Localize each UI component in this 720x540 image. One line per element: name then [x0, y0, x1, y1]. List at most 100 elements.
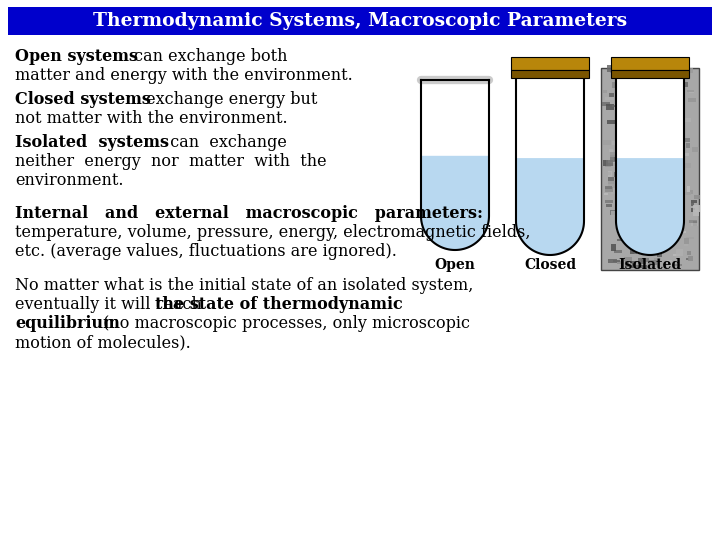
- FancyBboxPatch shape: [615, 193, 624, 199]
- FancyBboxPatch shape: [683, 163, 691, 168]
- FancyBboxPatch shape: [636, 266, 644, 268]
- Text: Closed: Closed: [524, 258, 576, 272]
- FancyBboxPatch shape: [633, 251, 636, 254]
- FancyBboxPatch shape: [615, 201, 622, 205]
- FancyBboxPatch shape: [603, 140, 611, 145]
- Text: equilibrium: equilibrium: [15, 315, 120, 332]
- FancyBboxPatch shape: [685, 237, 694, 239]
- Text: not matter with the environment.: not matter with the environment.: [15, 110, 287, 127]
- FancyBboxPatch shape: [606, 97, 614, 100]
- Text: Isolated: Isolated: [618, 258, 682, 272]
- FancyBboxPatch shape: [649, 265, 654, 267]
- FancyBboxPatch shape: [614, 74, 621, 77]
- FancyBboxPatch shape: [688, 98, 696, 102]
- FancyBboxPatch shape: [687, 186, 690, 192]
- FancyBboxPatch shape: [641, 258, 649, 262]
- FancyBboxPatch shape: [608, 163, 616, 166]
- FancyBboxPatch shape: [614, 249, 623, 253]
- FancyBboxPatch shape: [688, 213, 696, 216]
- FancyBboxPatch shape: [609, 148, 613, 152]
- FancyBboxPatch shape: [611, 132, 618, 138]
- FancyBboxPatch shape: [617, 171, 620, 175]
- FancyBboxPatch shape: [693, 205, 700, 212]
- FancyBboxPatch shape: [693, 221, 697, 226]
- FancyBboxPatch shape: [606, 204, 612, 207]
- FancyBboxPatch shape: [511, 57, 589, 70]
- Text: motion of molecules).: motion of molecules).: [15, 334, 191, 351]
- FancyBboxPatch shape: [614, 157, 622, 161]
- Text: environment.: environment.: [15, 172, 124, 189]
- FancyBboxPatch shape: [616, 86, 621, 90]
- FancyBboxPatch shape: [683, 138, 690, 142]
- FancyBboxPatch shape: [686, 68, 693, 73]
- Polygon shape: [516, 159, 584, 255]
- FancyBboxPatch shape: [607, 120, 615, 124]
- FancyBboxPatch shape: [605, 200, 613, 204]
- FancyBboxPatch shape: [608, 172, 611, 176]
- FancyBboxPatch shape: [618, 113, 621, 119]
- FancyBboxPatch shape: [674, 264, 682, 266]
- FancyBboxPatch shape: [691, 223, 698, 226]
- FancyBboxPatch shape: [608, 171, 612, 177]
- Text: eventually it will reach: eventually it will reach: [15, 296, 207, 313]
- Text: can exchange both: can exchange both: [129, 48, 287, 65]
- Polygon shape: [516, 70, 584, 255]
- FancyBboxPatch shape: [686, 258, 690, 260]
- Text: Isolated  systems: Isolated systems: [15, 134, 169, 151]
- FancyBboxPatch shape: [630, 251, 634, 254]
- FancyBboxPatch shape: [606, 160, 611, 167]
- Text: can  exchange: can exchange: [160, 134, 287, 151]
- FancyBboxPatch shape: [613, 82, 620, 88]
- FancyBboxPatch shape: [608, 93, 613, 97]
- FancyBboxPatch shape: [618, 211, 626, 213]
- FancyBboxPatch shape: [683, 82, 688, 87]
- FancyBboxPatch shape: [610, 210, 617, 215]
- FancyBboxPatch shape: [611, 71, 614, 73]
- FancyBboxPatch shape: [8, 7, 712, 35]
- FancyBboxPatch shape: [608, 181, 616, 187]
- FancyBboxPatch shape: [667, 260, 672, 267]
- FancyBboxPatch shape: [672, 254, 680, 256]
- FancyBboxPatch shape: [605, 186, 611, 189]
- Text: No matter what is the initial state of an isolated system,: No matter what is the initial state of a…: [15, 277, 473, 294]
- FancyBboxPatch shape: [692, 147, 698, 152]
- FancyBboxPatch shape: [604, 193, 608, 195]
- FancyBboxPatch shape: [683, 231, 686, 233]
- FancyBboxPatch shape: [687, 251, 690, 255]
- FancyBboxPatch shape: [657, 254, 662, 257]
- FancyBboxPatch shape: [607, 65, 616, 72]
- FancyBboxPatch shape: [613, 162, 616, 167]
- FancyBboxPatch shape: [615, 179, 622, 181]
- FancyBboxPatch shape: [654, 259, 661, 261]
- FancyBboxPatch shape: [685, 118, 691, 122]
- FancyBboxPatch shape: [676, 249, 683, 256]
- FancyBboxPatch shape: [685, 238, 688, 244]
- Polygon shape: [421, 80, 489, 250]
- FancyBboxPatch shape: [629, 251, 637, 254]
- FancyBboxPatch shape: [610, 152, 618, 157]
- FancyBboxPatch shape: [611, 188, 615, 194]
- FancyBboxPatch shape: [688, 256, 693, 261]
- FancyBboxPatch shape: [617, 261, 624, 264]
- FancyBboxPatch shape: [618, 99, 626, 101]
- FancyBboxPatch shape: [632, 264, 635, 268]
- FancyBboxPatch shape: [689, 190, 693, 194]
- Text: temperature, volume, pressure, energy, electromagnetic fields,: temperature, volume, pressure, energy, e…: [15, 224, 531, 241]
- Text: etc. (average values, fluctuations are ignored).: etc. (average values, fluctuations are i…: [15, 243, 397, 260]
- FancyBboxPatch shape: [617, 239, 622, 241]
- FancyBboxPatch shape: [687, 90, 694, 92]
- Polygon shape: [616, 70, 684, 255]
- FancyBboxPatch shape: [611, 70, 689, 78]
- Text: Thermodynamic Systems, Macroscopic Parameters: Thermodynamic Systems, Macroscopic Param…: [93, 12, 627, 30]
- FancyBboxPatch shape: [611, 57, 689, 70]
- Text: Open systems: Open systems: [15, 48, 138, 65]
- FancyBboxPatch shape: [690, 208, 696, 212]
- Text: the state of thermodynamic: the state of thermodynamic: [155, 296, 402, 313]
- Text: Closed systems: Closed systems: [15, 91, 151, 108]
- FancyBboxPatch shape: [615, 176, 621, 183]
- FancyBboxPatch shape: [611, 156, 616, 162]
- FancyBboxPatch shape: [693, 210, 699, 217]
- FancyBboxPatch shape: [603, 90, 607, 93]
- FancyBboxPatch shape: [686, 143, 690, 148]
- FancyBboxPatch shape: [616, 102, 622, 108]
